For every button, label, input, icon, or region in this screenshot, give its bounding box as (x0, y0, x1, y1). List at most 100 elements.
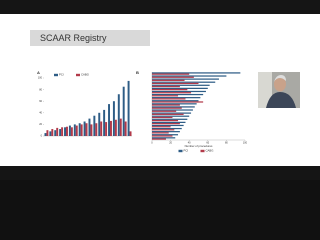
bar (152, 123, 180, 125)
bar (152, 93, 204, 96)
bar (152, 92, 192, 94)
webcam-hair (274, 75, 286, 82)
bar (152, 82, 199, 85)
bar (152, 129, 175, 131)
bar (152, 121, 186, 123)
bar (152, 75, 227, 77)
bar (152, 118, 188, 120)
bar (75, 125, 78, 136)
bar (122, 86, 125, 136)
bar (152, 95, 179, 97)
legend-swatch (54, 73, 58, 77)
bar (152, 87, 208, 89)
bar (152, 134, 179, 136)
bar (152, 113, 184, 115)
bar (100, 121, 103, 136)
bar (46, 130, 49, 136)
bar (80, 124, 83, 136)
bar (66, 126, 68, 136)
bar (152, 112, 192, 114)
bar (152, 89, 188, 91)
x-axis-label: Number of procedures (185, 144, 213, 148)
page: SCAAR Registry A 0 20 40 60 80 100 PCI CABG B 0 20 4… (0, 14, 320, 166)
y-tick-label: 20 (39, 123, 42, 126)
screen: SCAAR Registry A 0 20 40 60 80 100 PCI CABG B 0 20 4… (0, 14, 320, 166)
bar (152, 76, 194, 78)
bar (98, 112, 101, 136)
bar (119, 118, 122, 136)
bar (85, 123, 88, 136)
bar (88, 118, 91, 136)
bar (68, 125, 71, 136)
bar (51, 129, 54, 136)
bar (152, 97, 201, 99)
bar (152, 79, 185, 81)
bar (44, 133, 47, 136)
bar (93, 115, 96, 136)
bar (152, 138, 166, 140)
bar (152, 109, 193, 111)
x-tick-label: 60 (206, 142, 209, 145)
legend-label: PCI (59, 73, 64, 77)
bar (152, 127, 182, 130)
bar (152, 132, 169, 134)
bar (152, 84, 210, 86)
y-tick-label: 40 (39, 111, 42, 114)
bar (129, 131, 132, 136)
x-tick-label: 80 (225, 142, 228, 145)
bar (114, 119, 117, 136)
bar (152, 81, 216, 83)
x-tick-label: 0 (151, 142, 153, 145)
bar (152, 115, 190, 117)
bar (152, 107, 182, 109)
bar (152, 78, 219, 80)
bar (110, 120, 112, 136)
bar (152, 135, 173, 137)
bar (64, 127, 66, 136)
bar (152, 90, 206, 93)
bar (59, 129, 62, 136)
bar (152, 73, 190, 75)
bar (49, 131, 52, 136)
legend-swatch (76, 73, 80, 77)
slide-title: SCAAR Registry (40, 33, 107, 43)
y-tick-label: 80 (39, 88, 42, 91)
bar (112, 101, 115, 136)
bar (152, 98, 186, 100)
bar (152, 137, 176, 139)
bar (127, 80, 130, 136)
webcam-wall (258, 72, 272, 108)
bar (124, 121, 127, 136)
bar (95, 123, 98, 136)
bar (90, 124, 93, 136)
x-tick-label: 40 (188, 142, 191, 145)
bar (108, 104, 110, 136)
x-tick-label: 20 (169, 142, 172, 145)
title-box (30, 30, 150, 46)
y-tick-label: 100 (38, 77, 43, 80)
webcam (258, 72, 300, 108)
bar (83, 121, 86, 136)
bar (152, 100, 199, 102)
bar (152, 119, 179, 122)
legend-swatch (178, 149, 183, 153)
y-tick-label: 0 (41, 135, 43, 138)
panel-label: B (136, 70, 139, 75)
bar (152, 126, 171, 128)
bar (73, 124, 76, 136)
webcam-body (266, 92, 296, 108)
bar (56, 127, 59, 136)
bar (152, 116, 173, 119)
bar (105, 122, 108, 136)
legend-label: CABG (206, 149, 214, 153)
webcam-face (274, 76, 286, 92)
bar (152, 110, 177, 112)
bar (152, 72, 241, 74)
bar (54, 130, 57, 136)
bar (152, 104, 180, 106)
legend-swatch (200, 149, 205, 153)
bar (61, 127, 64, 136)
y-tick-label: 60 (39, 100, 42, 103)
x-tick-label: 100 (243, 142, 248, 145)
bar (152, 103, 197, 105)
